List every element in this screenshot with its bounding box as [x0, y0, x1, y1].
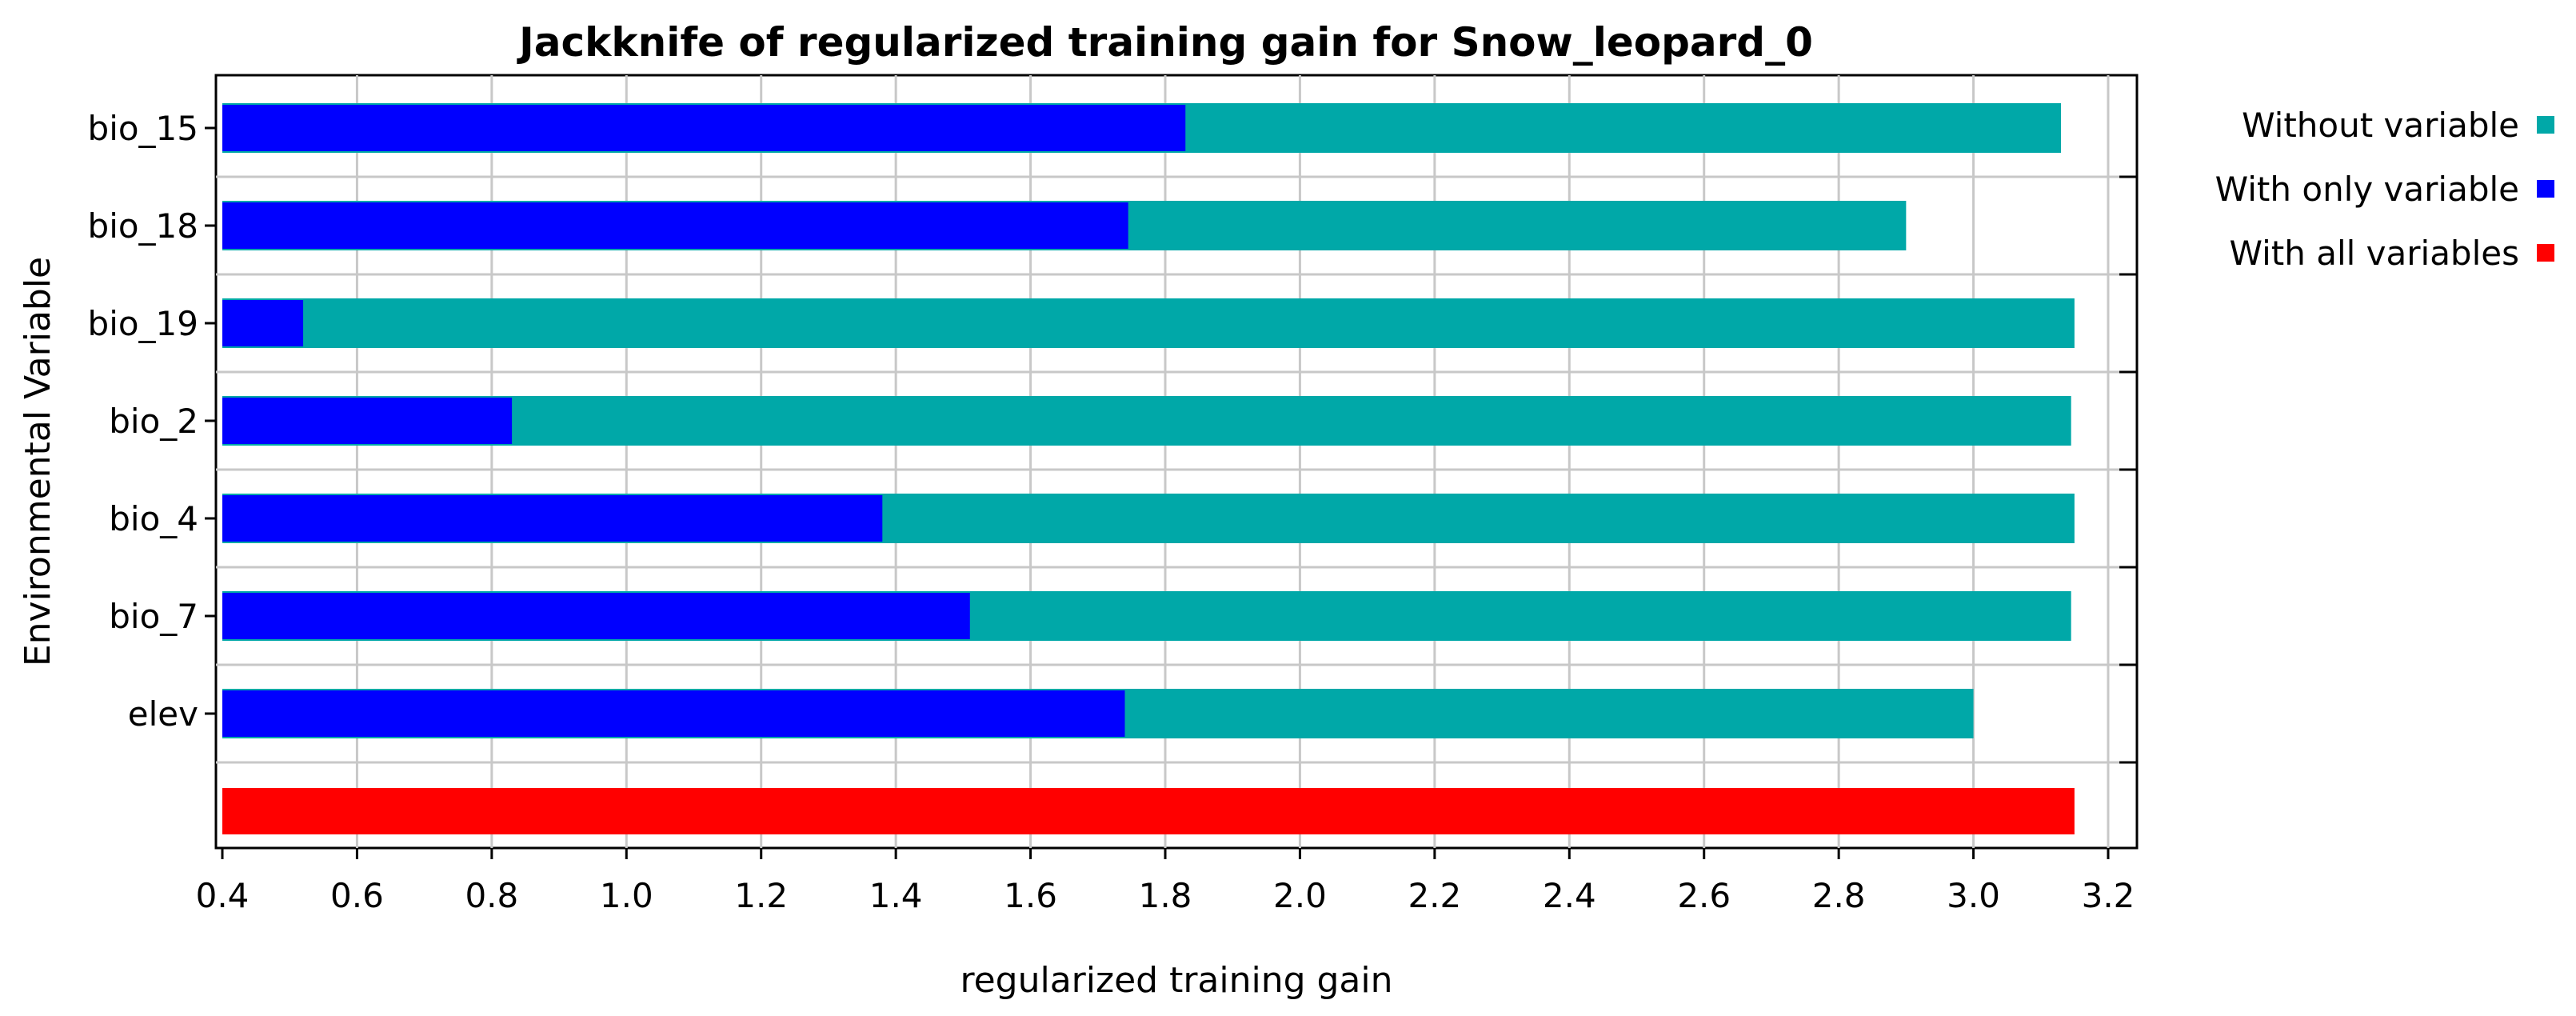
x-tick-label: 3.2: [2082, 876, 2135, 915]
x-tick-label: 2.2: [1408, 876, 1461, 915]
x-tick-label: 2.6: [1677, 876, 1731, 915]
bar-with-only-variable-bio_18: [222, 202, 1128, 249]
x-tick-label: 1.6: [1004, 876, 1057, 915]
y-tick-label: bio_19: [88, 304, 198, 343]
y-axis-label: Environmental Variable: [18, 257, 58, 666]
x-tick-label: 0.8: [465, 876, 518, 915]
bar-with-only-variable-bio_7: [222, 593, 970, 639]
legend-label-without-variable: Without variable: [2242, 106, 2519, 145]
x-tick-label: 1.2: [734, 876, 788, 915]
legend-label-with-only-variable: With only variable: [2215, 170, 2519, 209]
bar-without-variable-bio_19: [222, 298, 2075, 348]
axis-ticks: 0.4 0.6 0.8 1.0 1.2 1.4 1.6 1.8 2.0 2.2 2.4 2.6 2.8 3…: [88, 109, 2137, 915]
legend-swatch-with-only-variable: [2537, 180, 2554, 198]
x-tick-label: 1.4: [869, 876, 923, 915]
bars: [222, 103, 2075, 834]
y-tick-label: bio_15: [88, 109, 198, 148]
x-tick-label: 0.6: [330, 876, 384, 915]
y-tick-label: bio_2: [109, 402, 198, 441]
y-tick-label: bio_4: [109, 499, 198, 538]
legend-swatch-without-variable: [2537, 116, 2554, 134]
bar-with-only-variable-bio_19: [222, 300, 304, 346]
x-tick-label: 2.4: [1543, 876, 1596, 915]
bar-with-only-variable-bio_2: [222, 398, 513, 444]
y-tick-label: elev: [128, 694, 198, 734]
bar-without-variable-bio_2: [222, 396, 2071, 446]
x-tick-label: 1.0: [600, 876, 653, 915]
bar-with-only-variable-bio_15: [222, 105, 1186, 151]
x-axis-label: regularized training gain: [960, 960, 1392, 1001]
chart-title: Jackknife of regularized training gain f…: [517, 19, 1813, 66]
x-tick-label: 2.0: [1273, 876, 1327, 915]
y-tick-label: bio_18: [88, 206, 198, 246]
legend-swatch-with-all-variables: [2537, 244, 2554, 262]
x-tick-label: 0.4: [196, 876, 250, 915]
y-tick-label: bio_7: [109, 597, 198, 636]
x-tick-label: 1.8: [1139, 876, 1192, 915]
bar-with-all-variables: [222, 788, 2075, 834]
x-tick-label: 2.8: [1812, 876, 1866, 915]
legend-label-with-all-variables: With all variables: [2230, 234, 2519, 273]
bar-with-only-variable-bio_4: [222, 495, 883, 542]
x-tick-label: 3.0: [1947, 876, 2000, 915]
legend: Without variable With only variable With a…: [2215, 106, 2554, 273]
bar-with-only-variable-elev: [222, 690, 1125, 737]
